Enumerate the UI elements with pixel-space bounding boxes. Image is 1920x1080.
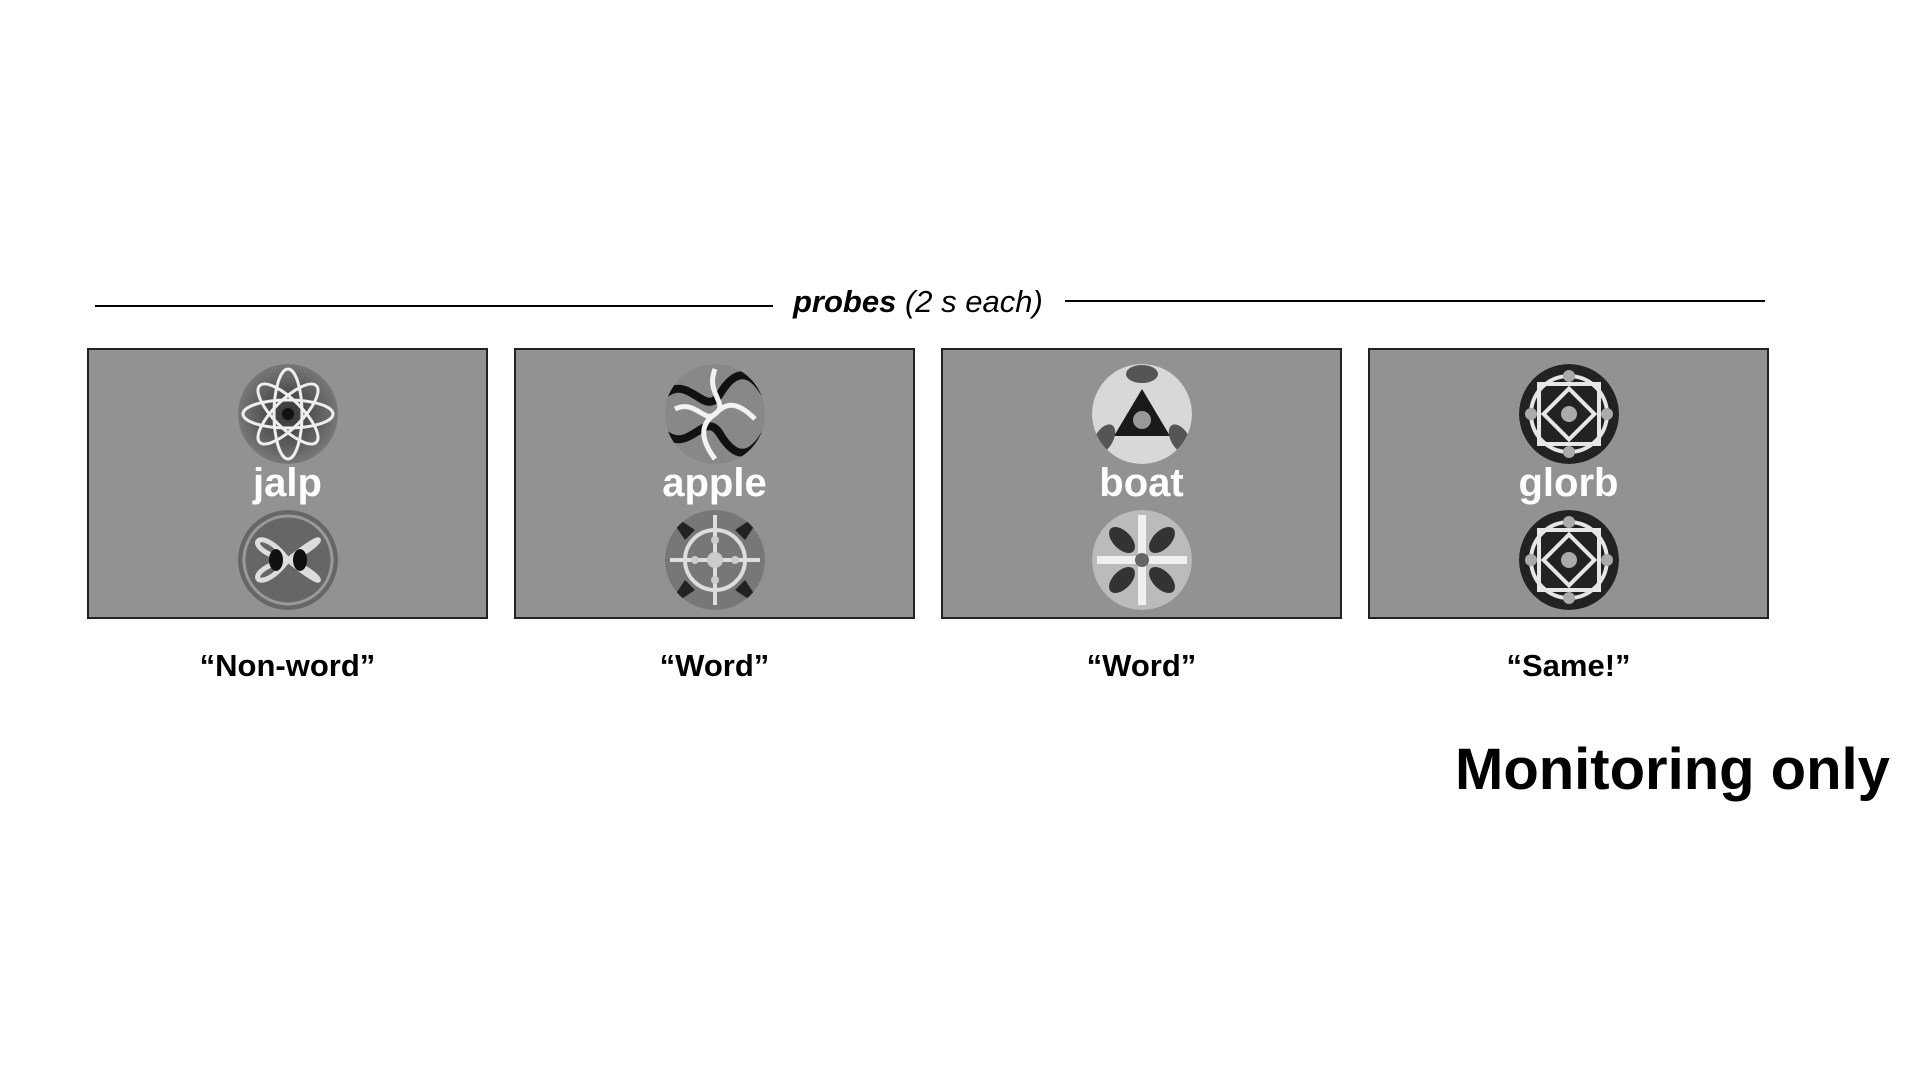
triangle-pattern-icon: [1091, 364, 1192, 464]
probe-response: “Word”: [1086, 648, 1197, 683]
probes-header: probes (2 s each): [95, 278, 1765, 328]
lattice-pattern-icon: [1518, 364, 1619, 464]
probe-panel-4: glorb: [1368, 348, 1769, 619]
header-label: probes (2 s each): [793, 284, 1053, 320]
cross-pattern-icon: [1091, 510, 1192, 610]
kaleidoscope-pattern-icon: [664, 510, 765, 610]
probe-word: glorb: [1518, 461, 1619, 505]
header-rule-right: [1065, 300, 1765, 302]
probe-word: apple: [662, 461, 767, 505]
header-label-bold: probes: [793, 284, 897, 319]
header-rule-left: [95, 305, 773, 307]
swirl-pattern-icon: [237, 510, 338, 610]
probe-panel-2: apple: [514, 348, 915, 619]
probe-response: “Word”: [659, 648, 770, 683]
probe-panel-1: jalp: [87, 348, 488, 619]
probe-response: “Same!”: [1506, 648, 1631, 683]
probe-word: boat: [1099, 461, 1184, 505]
wave-pattern-icon: [664, 364, 765, 464]
probe-panel-3: boat: [941, 348, 1342, 619]
monitoring-note: Monitoring only: [1455, 737, 1890, 802]
probe-response: “Non-word”: [199, 648, 376, 683]
probe-word: jalp: [253, 461, 322, 505]
header-label-rest: (2 s each): [896, 284, 1043, 319]
lattice-pattern-icon: [1518, 510, 1619, 610]
flower-pattern-icon: [237, 364, 338, 464]
